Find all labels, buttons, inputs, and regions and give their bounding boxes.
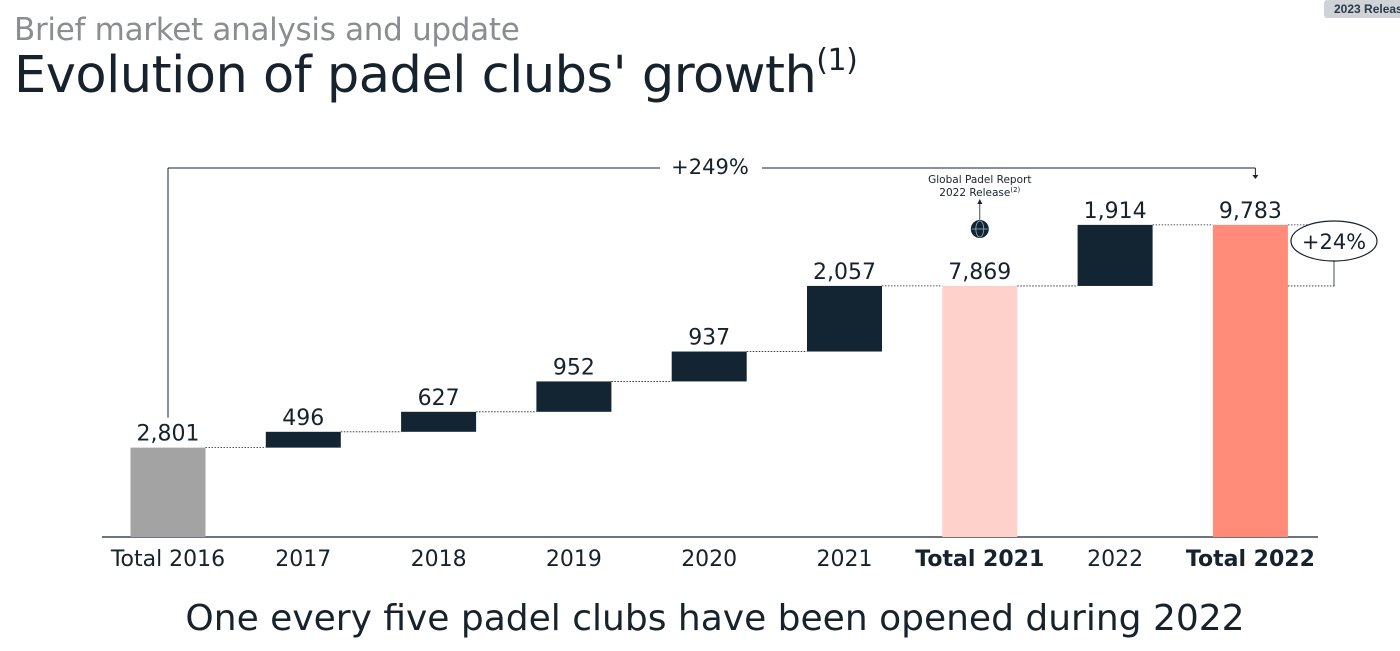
bar-2017 — [265, 431, 341, 448]
page-title: Evolution of padel clubs' growth(1) — [14, 43, 858, 105]
growth-arrowhead — [1252, 175, 1259, 179]
value-label: 937 — [688, 326, 730, 351]
bar-2020 — [671, 351, 747, 382]
category-label: 2018 — [411, 547, 467, 572]
overall-growth-label: +249% — [671, 155, 749, 179]
bar-2021 — [807, 285, 882, 352]
value-label: 1,914 — [1084, 199, 1147, 224]
category-label: 2020 — [681, 547, 737, 572]
page-title-text: Evolution of padel clubs' growth — [14, 46, 817, 105]
category-label: Total 2021 — [915, 547, 1044, 572]
last-year-growth-label: +24% — [1302, 230, 1366, 254]
value-label: 952 — [553, 355, 595, 380]
value-label: 627 — [418, 386, 460, 411]
page-subtitle: Brief market analysis and update — [14, 12, 520, 48]
report-note-arrowhead — [977, 199, 983, 204]
value-label: 2,057 — [813, 260, 876, 285]
last-year-growth-oval — [1290, 220, 1378, 262]
value-label: 496 — [282, 406, 324, 431]
release-badge: 2023 Release — [1324, 0, 1400, 18]
category-label: 2022 — [1087, 547, 1143, 572]
value-label: 9,783 — [1219, 199, 1282, 224]
bar-total-2016 — [130, 447, 206, 537]
footer-statement: One every five padel clubs have been ope… — [185, 598, 1245, 639]
category-label: Total 2022 — [1186, 547, 1315, 572]
category-label: Total 2016 — [110, 547, 225, 572]
category-label: 2021 — [817, 547, 873, 572]
bar-2022 — [1077, 224, 1153, 286]
value-label: 7,869 — [948, 260, 1011, 285]
bar-2018 — [401, 411, 477, 432]
waterfall-chart: 2,801 Total 2016 496 2017 627 2018 952 2019 937 2… — [102, 155, 1378, 572]
title-footnote: (1) — [816, 43, 858, 78]
bar-total-2022 — [1212, 224, 1288, 537]
category-label: 2019 — [546, 547, 602, 572]
report-note-footnote: (2) — [1010, 186, 1020, 194]
category-label: 2017 — [275, 547, 331, 572]
report-note-line2: 2022 Release(2) — [939, 186, 1020, 199]
bar-2019 — [536, 381, 612, 412]
report-note-line1: Global Padel Report — [928, 174, 1031, 186]
value-label: 2,801 — [137, 422, 200, 447]
bar-total-2021 — [942, 285, 1018, 537]
